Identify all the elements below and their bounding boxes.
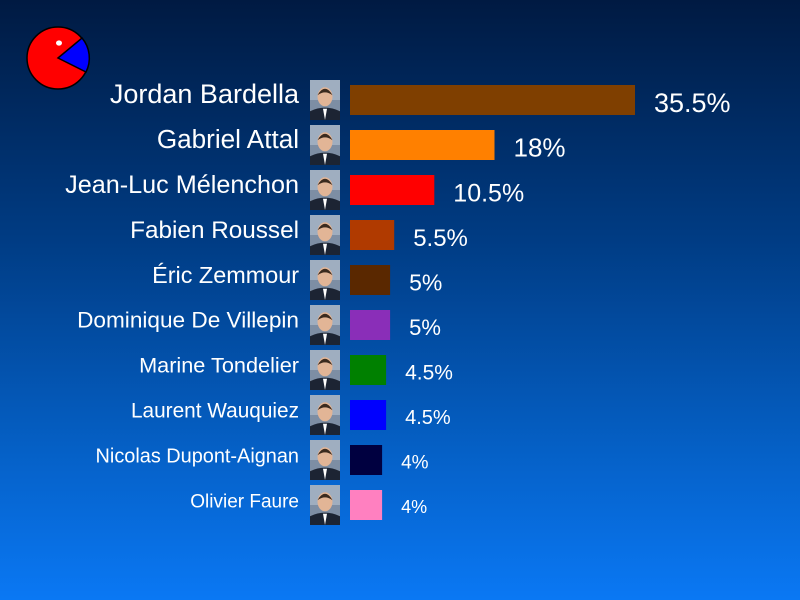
candidate-name-label: Jordan Bardella (110, 79, 300, 109)
value-label: 5% (409, 315, 441, 340)
candidate-name-label: Olivier Faure (190, 491, 299, 512)
bar (350, 355, 387, 385)
bar (350, 400, 387, 430)
candidate-name-label: Éric Zemmour (152, 262, 299, 288)
candidate-name-label: Marine Tondelier (139, 353, 299, 378)
portrait-icon (310, 305, 340, 345)
value-label: 4.5% (405, 361, 453, 384)
value-label: 4% (401, 497, 427, 517)
portrait-icon (310, 440, 340, 480)
value-label: 4.5% (405, 407, 451, 429)
bar (350, 490, 383, 520)
candidate-name-label: Dominique De Villepin (77, 308, 299, 333)
value-label: 4% (401, 453, 429, 474)
value-label: 10.5% (453, 179, 524, 207)
candidate-name-label: Jean-Luc Mélenchon (65, 171, 299, 199)
bar (350, 265, 391, 295)
bar (350, 130, 495, 160)
portrait-icon (310, 395, 340, 435)
value-label: 5.5% (413, 225, 468, 252)
candidate-name-label: Fabien Roussel (130, 217, 299, 244)
portrait-icon (310, 260, 340, 300)
portrait-icon (310, 215, 340, 255)
portrait-icon (310, 350, 340, 390)
value-label: 18% (514, 133, 566, 163)
portrait-icon (310, 485, 340, 525)
pie-chart-logo-icon (26, 26, 91, 90)
candidate-name-label: Gabriel Attal (157, 124, 299, 154)
portrait-icon (310, 125, 340, 165)
bar (350, 310, 391, 340)
candidate-name-label: Nicolas Dupont-Aignan (96, 445, 299, 467)
bar (350, 445, 383, 475)
value-label: 5% (409, 269, 442, 295)
portrait-icon (310, 80, 340, 120)
portrait-icon (310, 170, 340, 210)
bar (350, 175, 435, 205)
bar (350, 85, 635, 115)
bar (350, 220, 395, 250)
candidate-name-label: Laurent Wauquiez (131, 399, 299, 422)
value-label: 35.5% (654, 88, 731, 118)
